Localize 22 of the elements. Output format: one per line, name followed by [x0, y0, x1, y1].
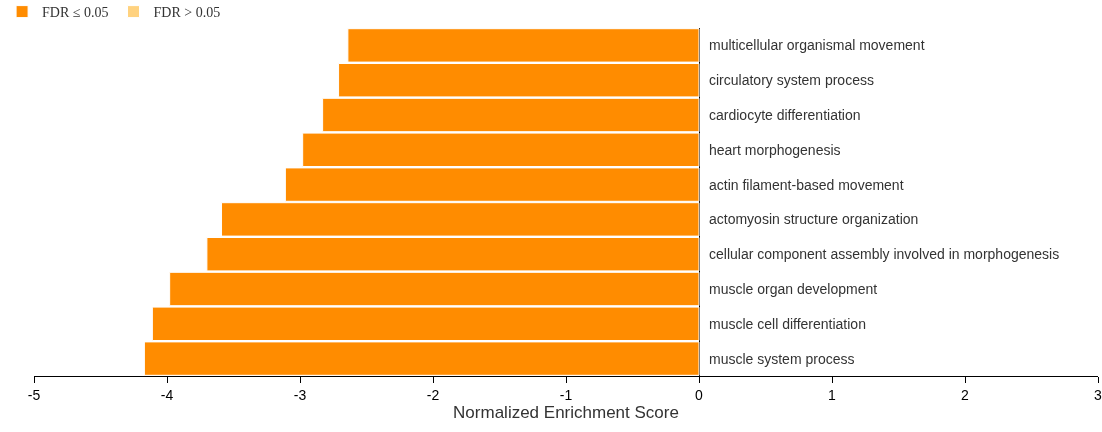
y-tick-label: multicellular organismal movement: [709, 37, 925, 53]
x-tick-label: -1: [559, 386, 573, 403]
x-tick-label: -3: [293, 386, 307, 403]
y-tick-label: muscle system process: [709, 351, 855, 367]
legend-label: FDR > 0.05: [153, 5, 221, 21]
x-tick-label: 0: [695, 386, 704, 403]
y-tick-label: cardiocyte differentiation: [709, 107, 861, 123]
y-tick-label: actomyosin structure organization: [709, 211, 919, 227]
y-tick-label: cellular component assembly involved in morphogenesis: [709, 246, 1060, 262]
x-axis-title: Normalized Enrichment Score: [453, 403, 679, 423]
x-tick-label: 2: [961, 386, 970, 403]
x-tick-label: 3: [1094, 386, 1102, 403]
y-tick-label: actin filament-based movement: [709, 177, 904, 193]
x-tick-label: -4: [160, 386, 174, 403]
x-tick-label: -5: [27, 386, 41, 403]
y-tick-label: circulatory system process: [709, 72, 874, 88]
x-tick-label: 1: [828, 386, 837, 403]
legend-label: FDR ≤ 0.05: [42, 5, 109, 21]
y-tick-label: muscle organ development: [709, 281, 878, 297]
y-tick-label: muscle cell differentiation: [709, 316, 866, 332]
y-tick-label: heart morphogenesis: [709, 142, 841, 158]
x-tick-label: -2: [426, 386, 440, 403]
